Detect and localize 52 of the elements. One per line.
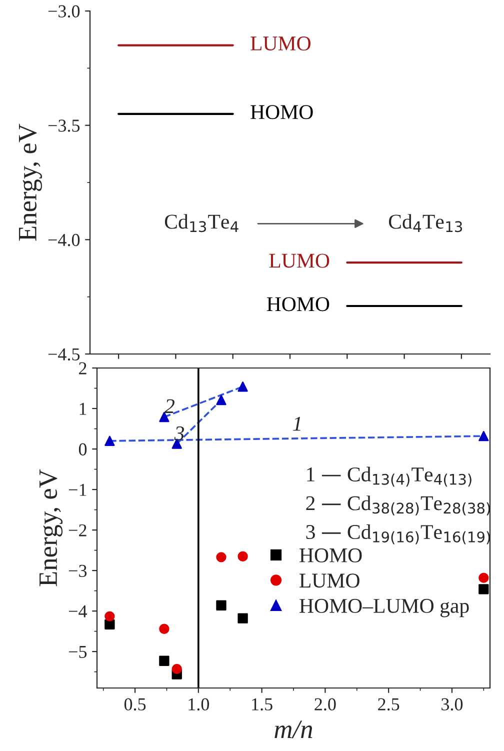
- y-tick-label: 2: [79, 362, 86, 374]
- series-label: LUMO: [250, 36, 310, 51]
- x-tick-label: 1.5: [252, 698, 272, 711]
- x-tick-label: 3.0: [442, 698, 463, 711]
- point: [172, 664, 182, 674]
- point: [238, 613, 248, 624]
- point: [216, 600, 226, 610]
- y-tick-label: 1: [80, 402, 86, 415]
- y-tick-label: −3.5: [48, 120, 80, 132]
- annotation: Cd$_{13}$Te$_{4}$: [164, 214, 238, 232]
- annotation: 1 — Cd$_{13(4)}$Te$_{4(13)}$: [307, 466, 472, 487]
- y-tick-label: −3.0: [48, 5, 80, 18]
- point: [159, 624, 170, 634]
- legend-label: HOMO: [300, 548, 362, 562]
- y-tick-label: −4.0: [48, 234, 80, 246]
- legend-label: LUMO: [300, 574, 360, 588]
- annotation: 3: [174, 426, 184, 440]
- x-tick-label: 2.5: [378, 698, 400, 711]
- point: [159, 412, 170, 422]
- annotation: 3 — Cd$_{19(16)}$Te$_{16(19)}$: [306, 524, 490, 544]
- y-axis-title: Energy, eV: [18, 124, 42, 241]
- point: [238, 551, 248, 562]
- point: [478, 430, 489, 442]
- point: [104, 436, 115, 446]
- y-tick-label: −5: [68, 646, 87, 658]
- point: [216, 552, 226, 562]
- point: [104, 619, 115, 630]
- annotation: 1: [292, 416, 300, 431]
- annotation: 2 — Cd$_{38(28)}$Te$_{28(38)}$: [306, 496, 490, 516]
- x-axis-title: m/n: [274, 720, 312, 738]
- y-tick-label: −1: [68, 484, 86, 496]
- series-label: LUMO: [269, 254, 330, 268]
- series-label: HOMO: [250, 105, 313, 120]
- y-axis-title: Energy, eV: [40, 469, 63, 586]
- point: [159, 656, 170, 666]
- point: [216, 394, 226, 406]
- x-tick-label: 0.5: [124, 698, 146, 711]
- point: [104, 611, 115, 622]
- legend-label: HOMO–LUMO gap: [300, 598, 469, 618]
- point: [478, 572, 489, 583]
- x-tick-label: 2.0: [314, 698, 336, 711]
- y-tick-label: −2: [68, 524, 86, 536]
- y-tick-label: −4.5: [48, 348, 80, 361]
- series-label: HOMO: [266, 297, 330, 312]
- y-tick-label: −4: [68, 605, 87, 618]
- annotation: Cd$_{4}$Te$_{13}$: [388, 214, 462, 232]
- y-tick-label: −3: [68, 564, 87, 577]
- point: [238, 382, 248, 392]
- x-tick-label: 1.0: [188, 698, 210, 711]
- point: [478, 584, 489, 594]
- y-tick-label: 0: [78, 443, 87, 456]
- annotation: 2: [164, 399, 174, 414]
